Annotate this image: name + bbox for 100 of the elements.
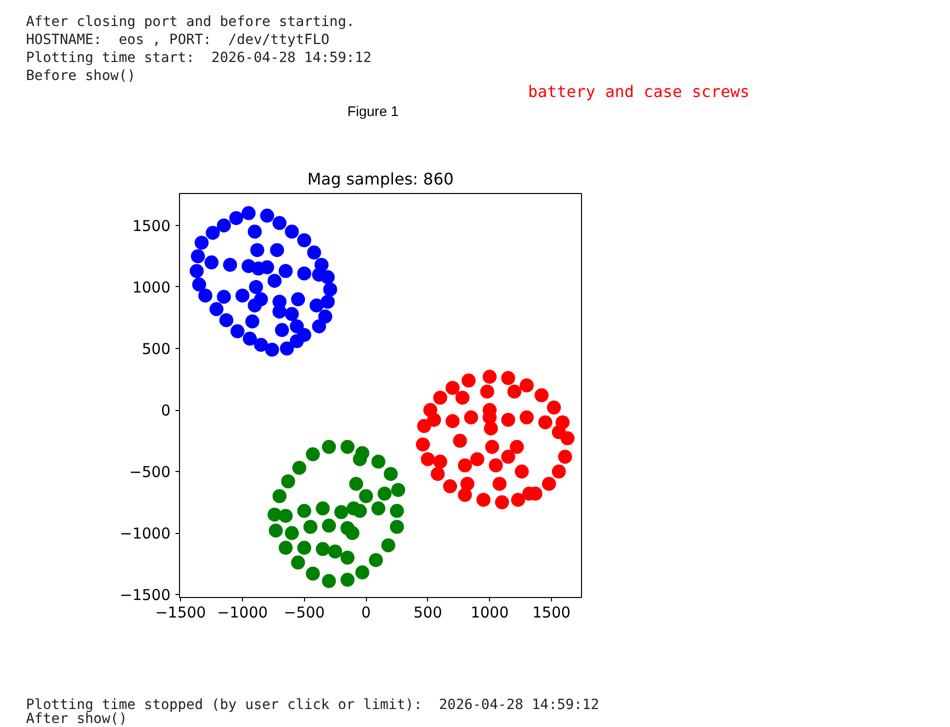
y-tick-label: 0 bbox=[160, 402, 171, 420]
point bbox=[292, 460, 306, 475]
point bbox=[390, 504, 404, 518]
point bbox=[520, 378, 534, 392]
point bbox=[230, 324, 244, 338]
point bbox=[355, 565, 370, 580]
point bbox=[268, 274, 282, 288]
point bbox=[322, 518, 336, 533]
point bbox=[458, 488, 472, 502]
point bbox=[433, 454, 448, 469]
point bbox=[209, 302, 224, 316]
point bbox=[297, 233, 312, 248]
point bbox=[206, 226, 220, 240]
point bbox=[297, 540, 312, 555]
point bbox=[538, 415, 552, 430]
point bbox=[250, 243, 264, 258]
point bbox=[340, 521, 354, 536]
point bbox=[320, 294, 335, 309]
text: After show() bbox=[26, 711, 128, 727]
point bbox=[260, 208, 274, 223]
text: HOSTNAME: eos , PORT: /dev/ttytFLO bbox=[26, 31, 330, 50]
point bbox=[318, 310, 332, 324]
point bbox=[242, 332, 257, 346]
point bbox=[323, 282, 338, 296]
point bbox=[488, 458, 503, 472]
point bbox=[281, 474, 296, 488]
point bbox=[265, 342, 280, 357]
chart-title: Mag samples: 860 bbox=[307, 170, 454, 188]
point bbox=[284, 526, 299, 540]
point bbox=[194, 236, 209, 250]
point bbox=[427, 412, 442, 427]
point bbox=[455, 390, 470, 405]
point bbox=[462, 374, 476, 388]
point bbox=[470, 452, 484, 466]
x-tick-label: 1500 bbox=[532, 604, 571, 622]
text: After closing port and before starting. bbox=[26, 13, 355, 32]
point bbox=[245, 314, 260, 328]
point bbox=[480, 384, 494, 399]
point bbox=[312, 319, 326, 334]
point bbox=[520, 410, 534, 424]
point bbox=[391, 482, 406, 497]
point bbox=[507, 384, 522, 399]
point bbox=[242, 206, 256, 220]
point bbox=[542, 476, 556, 491]
point bbox=[458, 458, 472, 472]
point bbox=[216, 290, 231, 304]
point bbox=[417, 419, 432, 433]
point bbox=[340, 572, 354, 587]
text: Plotting time start: 2026-04-28 14:59:12 bbox=[26, 49, 372, 68]
point bbox=[278, 540, 293, 555]
point bbox=[552, 425, 566, 440]
point bbox=[510, 440, 524, 454]
point bbox=[495, 495, 510, 510]
point bbox=[307, 246, 322, 260]
point bbox=[384, 467, 398, 481]
point bbox=[460, 476, 474, 491]
point bbox=[381, 538, 396, 552]
point bbox=[359, 489, 374, 504]
y-tick-label: 1500 bbox=[132, 216, 171, 235]
y-tick-label: 1000 bbox=[132, 278, 171, 296]
point bbox=[190, 264, 204, 278]
point bbox=[278, 508, 293, 523]
point bbox=[501, 450, 516, 464]
point bbox=[558, 450, 572, 464]
point bbox=[420, 452, 435, 466]
point bbox=[290, 334, 304, 348]
point bbox=[284, 307, 299, 322]
point bbox=[219, 313, 234, 328]
y-tick-label: −500 bbox=[129, 463, 171, 482]
point bbox=[254, 338, 268, 352]
x-tick-label: −1500 bbox=[155, 604, 206, 622]
point bbox=[514, 464, 529, 479]
point bbox=[192, 278, 206, 292]
point bbox=[464, 410, 478, 424]
point bbox=[303, 520, 318, 534]
point bbox=[229, 211, 244, 226]
point bbox=[322, 574, 336, 588]
point bbox=[476, 492, 490, 507]
point bbox=[280, 342, 294, 356]
point bbox=[443, 479, 458, 494]
point bbox=[274, 323, 289, 338]
point bbox=[312, 268, 326, 282]
point bbox=[416, 437, 430, 452]
caption: Figure 1 bbox=[346, 102, 400, 121]
point bbox=[328, 544, 342, 558]
point bbox=[242, 259, 256, 274]
point bbox=[371, 501, 386, 516]
point bbox=[334, 505, 348, 520]
point bbox=[452, 434, 467, 448]
point bbox=[485, 440, 500, 454]
point bbox=[291, 292, 306, 306]
text: Before show() bbox=[26, 67, 136, 86]
point bbox=[446, 414, 460, 428]
y-tick-label: 500 bbox=[142, 340, 171, 358]
point bbox=[190, 249, 205, 264]
text: Plotting time stopped (by user click or limit): 2026-04-28 14:59:12 bbox=[26, 696, 600, 713]
point bbox=[546, 400, 561, 415]
point bbox=[371, 454, 386, 469]
point bbox=[278, 264, 293, 278]
point bbox=[216, 218, 231, 232]
